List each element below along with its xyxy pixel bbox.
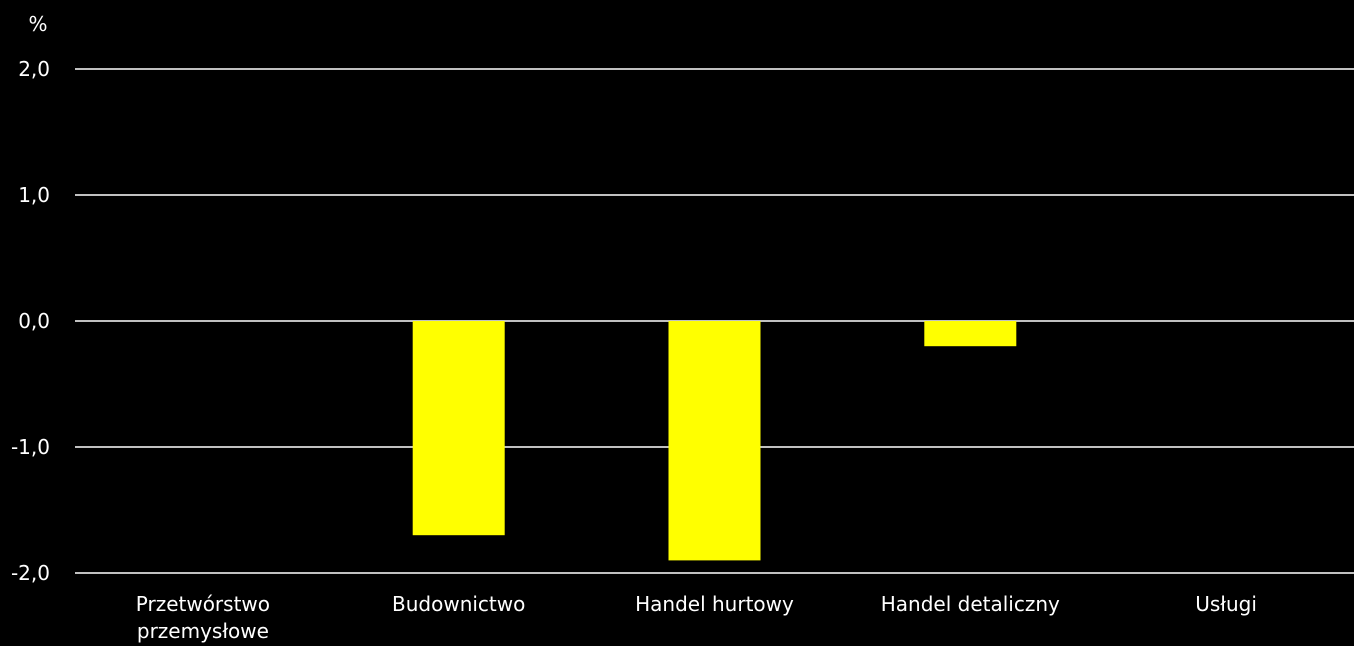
x-tick-label: Usługi bbox=[1195, 592, 1257, 616]
bar bbox=[412, 321, 505, 536]
y-tick-label: -1,0 bbox=[11, 435, 50, 459]
y-axis-unit-label: % bbox=[28, 12, 47, 36]
x-axis-category-labels: Przetwórstwo przemysłowe Budownictwo Handel… bbox=[136, 592, 1257, 643]
x-tick-label: Budownictwo bbox=[392, 592, 525, 616]
x-tick-label: Handel hurtowy bbox=[635, 592, 794, 616]
x-tick-label: Handel detaliczny bbox=[881, 592, 1060, 616]
y-tick-label: 1,0 bbox=[18, 183, 50, 207]
y-tick-label: 2,0 bbox=[18, 57, 50, 81]
bar bbox=[924, 321, 1017, 347]
y-tick-label: 0,0 bbox=[18, 309, 50, 333]
y-axis-tick-labels: 2,0 1,0 0,0 -1,0 -2,0 bbox=[11, 57, 50, 585]
x-tick-label: Przetwórstwo przemysłowe bbox=[136, 592, 270, 643]
bars bbox=[412, 321, 1017, 561]
bar bbox=[668, 321, 761, 561]
y-tick-label: -2,0 bbox=[11, 561, 50, 585]
